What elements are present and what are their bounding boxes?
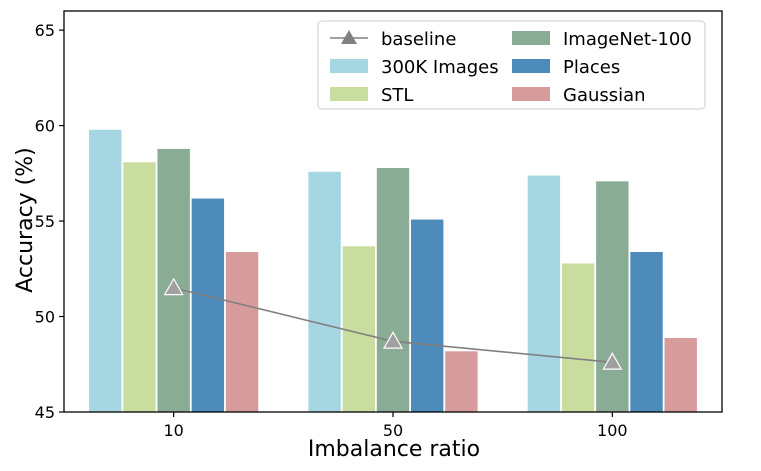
legend-label-baseline: baseline: [381, 29, 456, 50]
y-tick-label: 45: [35, 403, 55, 422]
baseline-point: [602, 352, 623, 370]
x-tick-label: 10: [163, 421, 183, 440]
legend-baseline-marker: [341, 30, 357, 44]
legend-swatch-gaussian: [512, 87, 550, 101]
bar-gaussian-10: [225, 251, 260, 413]
y-tick-label: 55: [35, 212, 55, 231]
legend-label-gaussian: Gaussian: [563, 85, 646, 106]
bars-layer: [88, 128, 698, 413]
bar-stl-100: [561, 262, 596, 413]
y-axis-ticks: 45 50 55 60 65: [35, 21, 64, 422]
bar-imagenet-100-50: [375, 167, 410, 413]
bar-gaussian-100: [663, 337, 698, 413]
bar-imagenet-100-100: [595, 180, 630, 413]
baseline-layer: [163, 277, 623, 370]
bar-300k-images-50: [307, 170, 342, 413]
bar-stl-10: [122, 161, 157, 413]
bar-places-100: [629, 251, 664, 413]
legend-label-places: Places: [563, 57, 620, 78]
bar-300k-images-100: [526, 174, 561, 413]
y-tick-label: 60: [35, 117, 55, 136]
legend-swatch-imagenet-100: [512, 31, 550, 45]
legend-swatch-300k-images: [330, 59, 368, 73]
bar-300k-images-10: [88, 128, 123, 413]
legend-label-stl: STL: [381, 85, 413, 106]
y-tick-label: 65: [35, 21, 55, 40]
baseline-point: [382, 331, 404, 349]
bar-stl-50: [341, 245, 376, 413]
x-axis-label: Imbalance ratio: [308, 437, 480, 462]
y-axis-label: Accuracy (%): [13, 147, 38, 293]
bar-gaussian-50: [444, 350, 479, 413]
legend-swatch-stl: [330, 87, 368, 101]
legend-label-imagenet-100: ImageNet-100: [563, 29, 692, 50]
legend: baseline ImageNet-100 300K Images Places STL…: [317, 20, 706, 110]
bar-places-10: [190, 197, 225, 413]
x-tick-label: 50: [383, 421, 403, 440]
y-tick-label: 50: [35, 308, 55, 327]
bar-places-50: [410, 218, 445, 413]
legend-box: [317, 20, 706, 110]
x-axis-ticks: 10 50 100: [163, 412, 628, 440]
baseline-point: [163, 277, 184, 296]
legend-label-300k-images: 300K Images: [381, 57, 499, 78]
x-tick-label: 100: [597, 421, 628, 440]
legend-swatch-places: [512, 59, 550, 73]
